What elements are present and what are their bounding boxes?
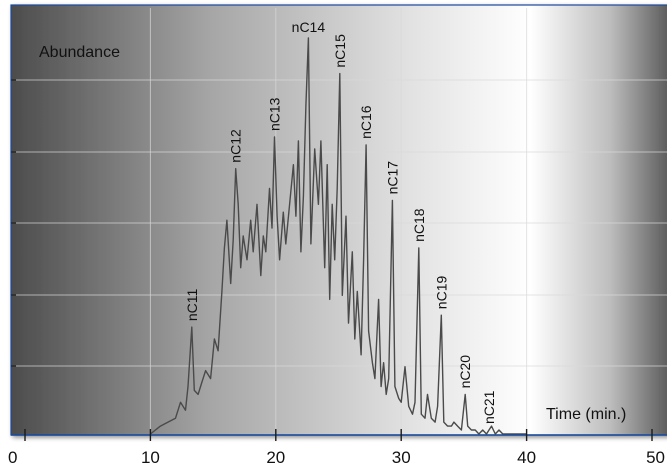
peak-label-nc19: nC19 bbox=[433, 276, 449, 310]
y-axis-label: Abundance bbox=[39, 44, 120, 61]
chromatogram-trace bbox=[149, 37, 527, 435]
y-axis-ticks bbox=[11, 79, 16, 367]
x-tick-label: 10 bbox=[141, 448, 160, 467]
plot-background bbox=[10, 4, 667, 436]
peak-label-nc12: nC12 bbox=[228, 129, 244, 163]
x-tick-label: 0 bbox=[8, 448, 17, 467]
x-axis-label: Time (min.) bbox=[546, 406, 626, 423]
peak-label-nc18: nC18 bbox=[411, 208, 427, 242]
peak-label-nc17: nC17 bbox=[384, 161, 400, 195]
peak-labels: nC11 nC12 nC13 nC14 nC15 nC16 nC17 nC18 nC19 nC20… bbox=[184, 19, 497, 424]
x-axis-ticks: 0 10 20 30 40 50 bbox=[8, 429, 665, 467]
x-tick-label: 40 bbox=[517, 448, 536, 467]
peak-label-nc16: nC16 bbox=[358, 105, 374, 139]
peak-label-nc11: nC11 bbox=[184, 288, 200, 321]
peak-label-nc13: nC13 bbox=[267, 97, 283, 131]
peak-label-nc21: nC21 bbox=[481, 390, 497, 424]
x-tick-label: 50 bbox=[646, 448, 665, 467]
peak-label-nc14: nC14 bbox=[292, 19, 326, 35]
peak-label-nc20: nC20 bbox=[457, 355, 473, 389]
x-tick-label: 30 bbox=[392, 448, 411, 467]
peak-label-nc15: nC15 bbox=[332, 34, 348, 68]
x-tick-label: 20 bbox=[266, 448, 285, 467]
